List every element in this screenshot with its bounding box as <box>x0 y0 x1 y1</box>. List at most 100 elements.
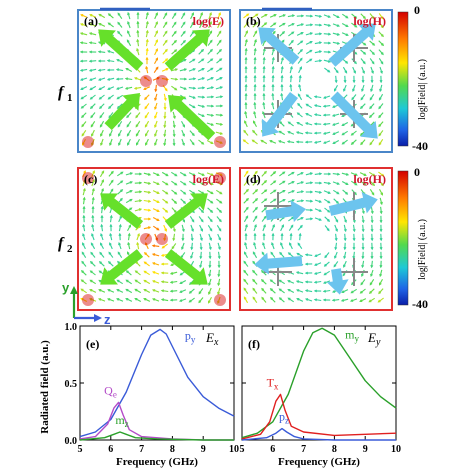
field-vector-head <box>313 280 318 284</box>
field-vector-head <box>136 241 140 246</box>
field-vector-head <box>172 237 176 242</box>
field-vector-head <box>152 280 156 283</box>
field-vector-head <box>219 86 224 89</box>
field-vector <box>306 58 312 64</box>
field-vector-head <box>117 251 121 255</box>
field-vector <box>145 138 149 146</box>
field-vector-head <box>379 264 383 269</box>
field-vector-head <box>136 38 140 43</box>
field-vector <box>154 93 158 101</box>
colorbar-top-gradient <box>397 11 409 147</box>
field-vector-head <box>147 190 152 194</box>
field-vector-head <box>361 255 365 260</box>
field-vector-head <box>345 33 349 36</box>
field-vector-head <box>300 14 305 18</box>
field-vector <box>134 208 142 212</box>
field-vector-head <box>327 191 331 194</box>
field-vector-head <box>354 15 358 19</box>
field-vector-head <box>110 188 114 192</box>
field-vector-head <box>90 115 94 119</box>
field-vector-head <box>322 298 327 302</box>
field-vector <box>333 67 339 73</box>
field-vector-head <box>278 297 282 301</box>
field-vector-head <box>98 78 102 81</box>
field-vector-head <box>192 68 196 71</box>
field-hotspot <box>214 136 226 148</box>
field-vector-head <box>273 171 277 175</box>
field-vector <box>89 289 97 293</box>
field-vector-head <box>173 12 177 16</box>
field-vector-head <box>160 289 165 293</box>
field-vector-head <box>144 106 148 110</box>
field-vector-head <box>341 132 345 136</box>
field-vector-head <box>82 187 86 192</box>
field-hotspot <box>156 75 168 87</box>
field-vector-head <box>210 191 214 195</box>
field-panel-b: (b) log(H) <box>239 7 393 153</box>
field-vector <box>143 226 151 230</box>
field-vector-head <box>201 95 206 99</box>
field-vector-head <box>136 29 140 34</box>
field-vector-head <box>253 92 257 96</box>
field-vector-head <box>198 291 202 295</box>
field-vector-head <box>263 170 267 174</box>
field-vector-head <box>245 206 249 210</box>
field-vector-head <box>143 298 147 301</box>
field-vector-head <box>192 105 196 109</box>
field-vector <box>362 224 364 232</box>
field-vector-head <box>155 39 158 43</box>
field-vector-head <box>336 24 340 27</box>
field-vector <box>287 140 295 144</box>
field-vector-head <box>334 255 337 259</box>
field-vector-head <box>379 237 383 242</box>
field-vector <box>217 287 221 295</box>
field-vector <box>82 224 86 232</box>
field-vector-head <box>309 32 314 36</box>
field-vector-head <box>299 224 303 228</box>
field-vector <box>306 49 312 55</box>
field-vector-head <box>88 41 93 45</box>
field-vector-head <box>80 298 84 301</box>
field-vector-head <box>151 244 156 248</box>
field-vector-head <box>115 77 120 81</box>
field-vector <box>197 87 205 89</box>
field-vector <box>89 14 97 18</box>
field-vector-head <box>370 264 374 269</box>
field-vector-head <box>82 142 85 146</box>
field-vector <box>143 209 151 211</box>
field-vector <box>190 251 194 259</box>
field-vector-head <box>91 233 94 237</box>
field-vector <box>81 103 87 109</box>
panel-frame <box>77 167 231 311</box>
row-label-f1-main: f <box>58 84 65 101</box>
field-vector <box>332 113 340 117</box>
field-vector-head <box>333 264 337 268</box>
field-vector-head <box>318 32 323 36</box>
field-vector-head <box>296 122 300 125</box>
field-vector-head <box>327 209 331 213</box>
field-vector-head <box>80 105 84 109</box>
field-vector <box>243 130 249 136</box>
field-vector <box>263 57 265 65</box>
field-vector-head <box>91 196 95 201</box>
field-vector-head <box>201 58 205 62</box>
x-tick-label: 6 <box>270 444 275 455</box>
field-vector-head <box>369 282 373 286</box>
coordinate-axes: y z <box>62 280 111 327</box>
field-vector-head <box>300 23 305 27</box>
field-vector <box>343 260 347 268</box>
field-vector-head <box>163 124 167 129</box>
field-vector-head <box>144 97 148 101</box>
field-vector <box>107 77 115 81</box>
field-vector <box>118 129 122 137</box>
field-vector-head <box>200 228 203 232</box>
field-vector-head <box>90 251 94 255</box>
field-vector-head <box>335 70 339 74</box>
field-hotspot <box>82 136 94 148</box>
field-vector <box>116 86 124 90</box>
field-vector-head <box>370 273 373 277</box>
field-vector <box>341 32 349 36</box>
field-vector <box>261 189 267 195</box>
field-vector-head <box>165 77 170 81</box>
field-vector-head <box>318 190 323 194</box>
